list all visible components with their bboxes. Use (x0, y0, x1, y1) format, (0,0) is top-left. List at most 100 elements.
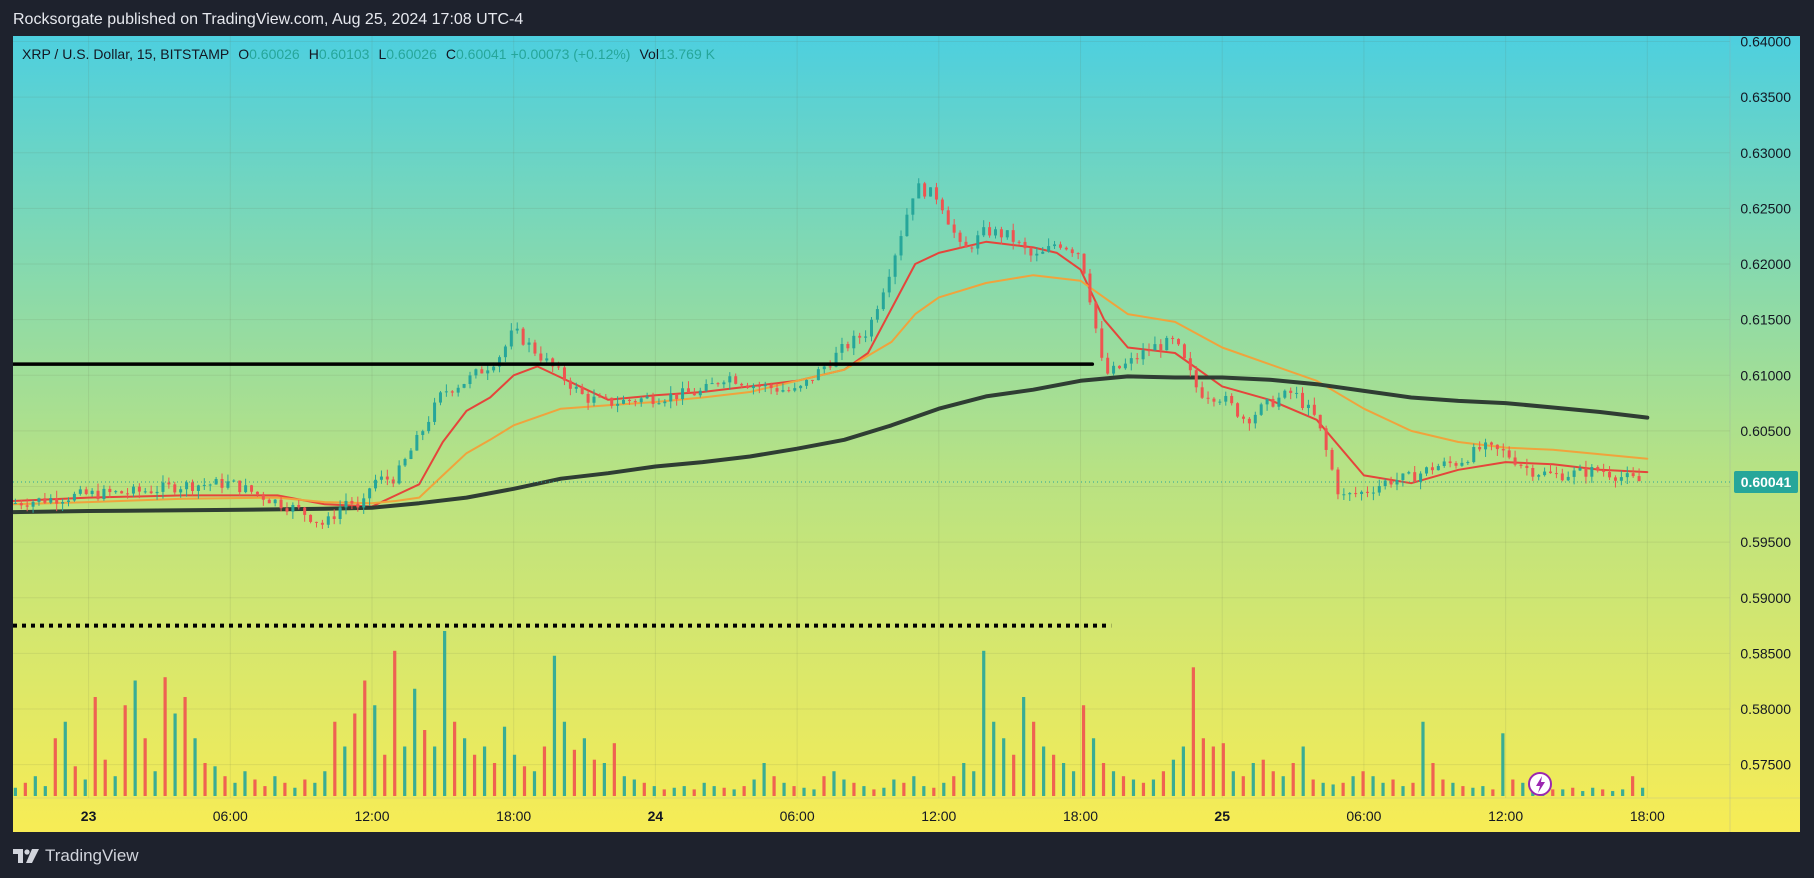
candle (456, 384, 460, 397)
candle (1608, 466, 1612, 481)
volume-bar (43, 786, 47, 796)
tradingview-logo-icon (13, 849, 39, 863)
volume-bar (1441, 779, 1445, 796)
candle (952, 219, 956, 239)
volume-bar (1052, 754, 1056, 796)
alert-icon[interactable] (1528, 772, 1552, 796)
candle (793, 382, 797, 393)
volume-bar (1371, 776, 1375, 796)
candle (1584, 460, 1588, 484)
candle (805, 379, 809, 389)
candle (1271, 395, 1275, 408)
price-axis[interactable]: 0.64000 0.63500 0.63000 0.62500 0.62000 0.615… (1740, 36, 1791, 773)
volume-bar (1491, 789, 1495, 796)
volume-bar (782, 782, 786, 796)
candle (639, 396, 643, 407)
candle (326, 512, 330, 529)
volume-bar (662, 789, 666, 796)
volume-bar (123, 705, 127, 796)
time-axis[interactable]: 23 06:00 12:00 18:00 24 06:00 12:00 18:00 25 06:0… (81, 808, 1665, 824)
symbol-title[interactable]: XRP / U.S. Dollar, 15, BITSTAMP (22, 46, 230, 62)
candle (1177, 338, 1181, 346)
volume-bar (1481, 786, 1485, 796)
candle (917, 178, 921, 199)
candle (1123, 358, 1127, 370)
volume-bar (482, 746, 487, 796)
candle (887, 269, 891, 298)
candle (976, 230, 980, 255)
volume-bar (532, 771, 537, 796)
y-tick-label: 0.57500 (1740, 757, 1791, 773)
candle (775, 383, 779, 396)
y-tick-label: 0.61000 (1740, 367, 1791, 383)
candle (13, 498, 17, 505)
candle (751, 383, 755, 395)
candle (486, 364, 490, 381)
candle (1572, 466, 1576, 485)
volume-bar (363, 680, 367, 796)
volume-bar (632, 779, 636, 796)
candle (368, 487, 372, 506)
candle (568, 377, 572, 396)
candle (515, 322, 519, 334)
candle (1301, 387, 1305, 411)
candle (1619, 470, 1623, 486)
x-tick-label: 18:00 (1630, 808, 1665, 824)
candle (1519, 463, 1523, 469)
grid (13, 36, 1730, 798)
volume-bar (672, 787, 676, 796)
volume-bar (13, 787, 17, 796)
candle (1041, 247, 1045, 255)
candle (1507, 446, 1511, 460)
candle (580, 383, 584, 395)
candle (303, 506, 307, 522)
volume-bar (1131, 779, 1136, 796)
candle (911, 198, 915, 221)
candle (539, 346, 543, 366)
candle (19, 499, 23, 510)
candle (1200, 381, 1204, 400)
candle (1484, 438, 1488, 457)
candle (1549, 464, 1553, 474)
candle (1578, 464, 1582, 472)
candle (385, 469, 389, 486)
candle (1613, 475, 1617, 488)
candle (314, 521, 318, 528)
price-chart[interactable]: 0.64000 0.63500 0.63000 0.62500 0.62000 0.615… (13, 36, 1800, 832)
volume-bar (762, 763, 766, 796)
y-tick-label: 0.61500 (1740, 312, 1791, 328)
candle (297, 499, 301, 510)
volume-bar (992, 721, 996, 796)
candle (438, 390, 442, 406)
candle (1165, 335, 1169, 351)
candle (1525, 458, 1529, 476)
candle (421, 429, 425, 441)
x-tick-label: 12:00 (921, 808, 956, 824)
candle (769, 382, 773, 395)
drawings[interactable] (13, 362, 1112, 628)
volume-bar (343, 746, 347, 796)
volume-bar (712, 786, 716, 796)
volume-bar (1141, 782, 1146, 796)
candle (1129, 352, 1133, 371)
volume-bar (1311, 779, 1315, 796)
high-label: H (308, 46, 319, 62)
candle (592, 389, 596, 407)
volume-bar (423, 730, 427, 796)
volume-bar (1022, 697, 1026, 796)
candle (598, 393, 602, 398)
volume-bar (203, 763, 207, 796)
volume-bar (1431, 763, 1435, 796)
volume-bar (333, 721, 337, 796)
candle (722, 380, 726, 389)
volume-bar (1551, 789, 1555, 796)
volume-bar (1002, 738, 1006, 796)
volume-bar (472, 754, 477, 796)
candle (1596, 465, 1600, 473)
chart-frame[interactable]: 0.64000 0.63500 0.63000 0.62500 0.62000 0.615… (13, 36, 1800, 832)
change-value: +0.00073 (+0.12%) (510, 46, 631, 62)
volume-bar (1281, 776, 1285, 796)
tradingview-footer[interactable]: TradingView (13, 844, 139, 868)
ohlc-legend[interactable]: XRP / U.S. Dollar, 15, BITSTAMP O0.60026 H… (22, 44, 715, 64)
volume-bar (1171, 759, 1176, 796)
